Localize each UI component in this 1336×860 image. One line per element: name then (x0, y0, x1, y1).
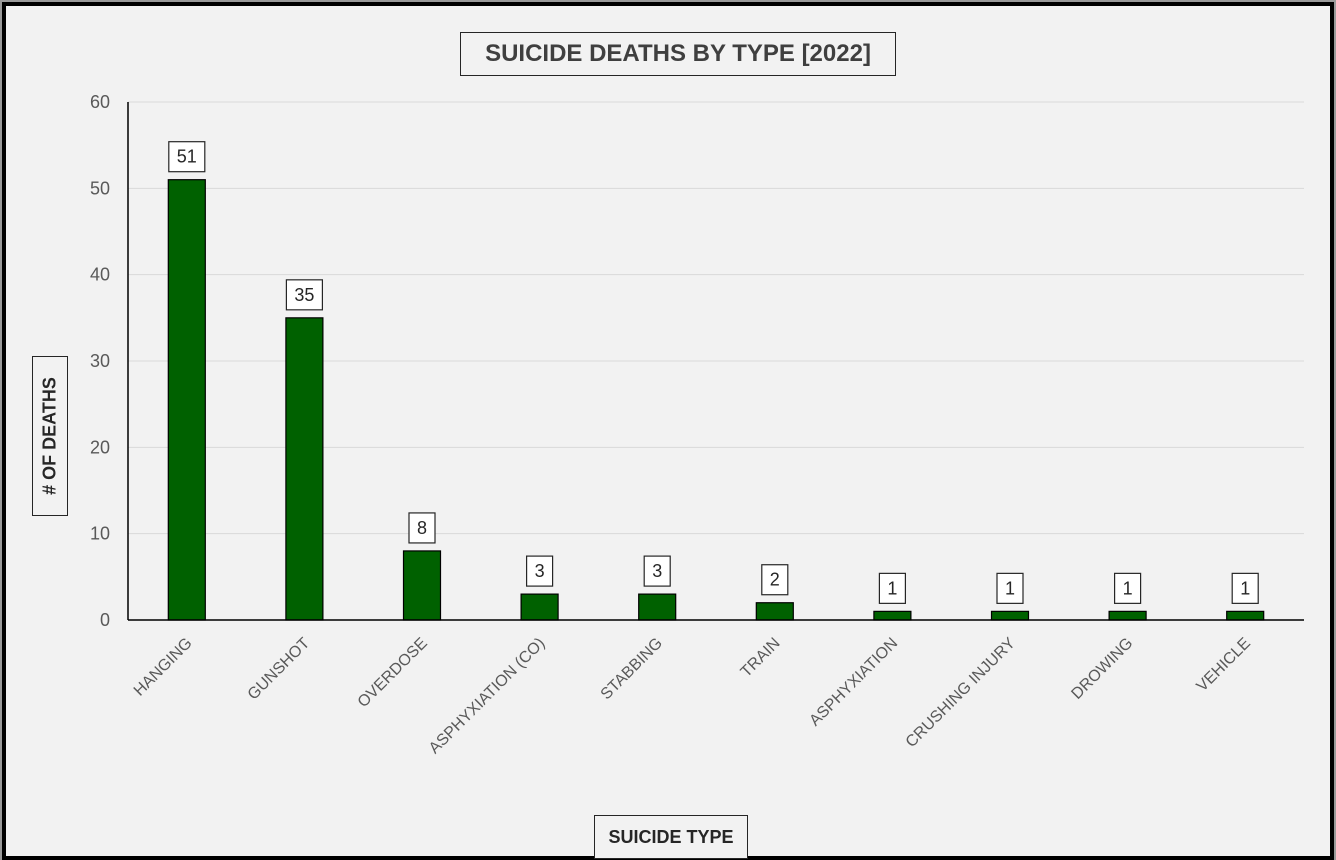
data-label: 51 (168, 141, 206, 173)
bar-vehicle (1226, 610, 1265, 621)
svg-text:3: 3 (535, 561, 545, 581)
svg-text:1: 1 (1123, 578, 1133, 598)
y-tick-label: 10 (90, 524, 110, 544)
y-axis-title: # OF DEATHS (32, 356, 68, 516)
y-tick-label: 40 (90, 265, 110, 285)
y-tick-labels: 0 10 20 30 40 50 60 (90, 92, 110, 630)
data-label: 1 (878, 572, 907, 604)
svg-text:1: 1 (1240, 578, 1250, 598)
bar-hanging (167, 179, 206, 621)
bar-overdose (402, 550, 442, 621)
data-labels: 51 35 8 3 3 2 1 1 1 1 (168, 141, 1259, 604)
x-tick-label: ASPHYXIATION (806, 635, 901, 730)
x-tick-label: CRUSHING INJURY (903, 635, 1019, 751)
y-tick-label: 50 (90, 178, 110, 198)
svg-text:1: 1 (1005, 578, 1015, 598)
bar-gunshot (285, 317, 324, 621)
x-tick-label: STABBING (598, 635, 666, 703)
data-label: 3 (643, 555, 671, 587)
svg-text:2: 2 (770, 570, 780, 590)
x-tick-label: TRAIN (738, 635, 784, 681)
svg-text:8: 8 (417, 518, 427, 538)
y-tick-label: 20 (90, 437, 110, 457)
x-axis-title: SUICIDE TYPE (594, 815, 748, 859)
y-tick-label: 60 (90, 92, 110, 112)
x-tick-label: VEHICLE (1194, 635, 1254, 695)
data-label: 1 (1113, 572, 1142, 604)
bar-train (755, 602, 794, 621)
bar-asphyxiation-co (520, 593, 559, 621)
data-label: 8 (408, 512, 436, 544)
bars (167, 179, 1265, 621)
data-label: 35 (285, 279, 323, 311)
y-axis-title-text: # OF DEATHS (39, 377, 60, 495)
gridlines (128, 101, 1304, 535)
y-tick-label: 30 (90, 351, 110, 371)
x-tick-label: HANGING (131, 635, 196, 700)
y-tick-label: 0 (100, 610, 110, 630)
svg-text:1: 1 (887, 578, 897, 598)
chart-title: SUICIDE DEATHS BY TYPE [2022] (460, 32, 896, 76)
x-tick-label: DROWING (1068, 635, 1136, 703)
bar-crushing-injury (990, 610, 1030, 621)
svg-text:51: 51 (177, 147, 197, 167)
bar-stabbing (638, 593, 677, 621)
x-tick-label: ASPHYXIATION (CO) (426, 635, 548, 757)
data-label: 1 (1231, 572, 1259, 604)
axes (127, 102, 1304, 621)
svg-text:3: 3 (652, 561, 662, 581)
data-label: 1 (996, 572, 1024, 604)
data-label: 2 (761, 564, 789, 596)
x-tick-label: OVERDOSE (355, 635, 431, 711)
bar-drowing (1108, 610, 1147, 621)
bar-asphyxiation (873, 610, 912, 621)
x-tick-label: GUNSHOT (245, 635, 314, 704)
svg-text:35: 35 (294, 285, 314, 305)
bar-chart: 0 10 20 30 40 50 60 51 35 8 3 3 2 1 1 1 1 HANGING GUNSHO… (90, 92, 1304, 758)
data-label: 3 (525, 555, 554, 587)
